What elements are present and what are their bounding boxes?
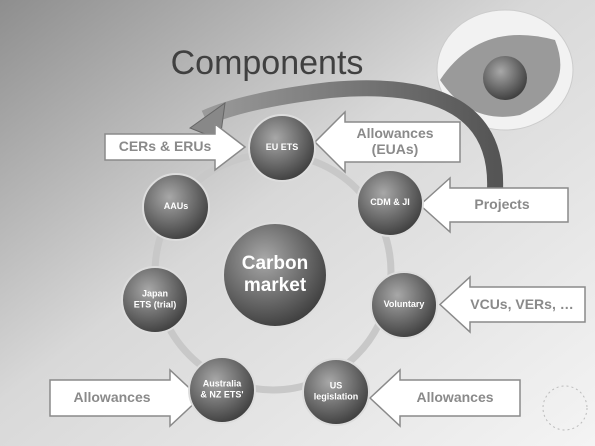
center-node: [222, 222, 328, 328]
block-arrow: [313, 110, 461, 174]
arrow-label: Projects: [474, 196, 529, 212]
node: [302, 358, 370, 426]
node-label-line: Voluntary: [384, 299, 425, 309]
title: Components: [171, 44, 364, 82]
block-arrow: [368, 368, 521, 428]
node-label-line: CDM & JI: [370, 197, 410, 207]
block-arrow: [438, 275, 586, 334]
node-label: Voluntary: [384, 299, 425, 309]
arrow-label: CERs & ERUs: [119, 138, 212, 154]
node-label-line: Australia: [203, 379, 243, 389]
node: [142, 173, 210, 241]
node-label-line: ETS (trial): [134, 300, 177, 310]
center-label-line: market: [244, 275, 307, 296]
node-label: AAUs: [164, 201, 189, 211]
node-label-line: EU ETS: [266, 142, 299, 152]
arrow-label-line: Allowances: [356, 125, 433, 141]
node: [188, 356, 256, 424]
node-label-line: Japan: [142, 289, 168, 299]
arrow-label-line: Projects: [474, 196, 529, 212]
node-label: CDM & JI: [370, 197, 410, 207]
curved-arrow: [201, 80, 504, 191]
arrow-label-line: Allowances: [416, 389, 493, 405]
arrow-label-line: VCUs, VERs, …: [470, 296, 573, 312]
globe-leaf: [436, 9, 574, 131]
center-label-line: Carbon: [242, 253, 309, 274]
arrow-label: Allowances: [416, 389, 493, 405]
node: [248, 114, 316, 182]
node-label-line: AAUs: [164, 201, 189, 211]
arrow-label: VCUs, VERs, …: [470, 296, 573, 312]
node: [121, 266, 189, 334]
arrow-label-line: Allowances: [73, 389, 150, 405]
arrow-label-line: (EUAs): [372, 141, 419, 157]
center-label: Carbon market: [242, 253, 309, 296]
node-label: Australia & NZ ETS': [200, 379, 243, 400]
arrow-label-line: CERs & ERUs: [119, 138, 212, 154]
node-label: Japan ETS (trial): [134, 289, 177, 310]
node: [356, 169, 424, 237]
block-arrow: [418, 176, 569, 234]
logo: [542, 385, 588, 431]
node: [370, 271, 438, 339]
arrow-label: Allowances (EUAs): [356, 125, 433, 157]
block-arrow: [104, 122, 247, 172]
node-label: EU ETS: [266, 142, 299, 152]
arrow-label: Allowances: [73, 389, 150, 405]
block-arrow: [49, 368, 202, 428]
node-label: US legislation: [314, 381, 359, 402]
node-label-line: legislation: [314, 392, 359, 402]
node-label-line: US: [330, 381, 343, 391]
node-label-line: & NZ ETS': [200, 390, 243, 400]
